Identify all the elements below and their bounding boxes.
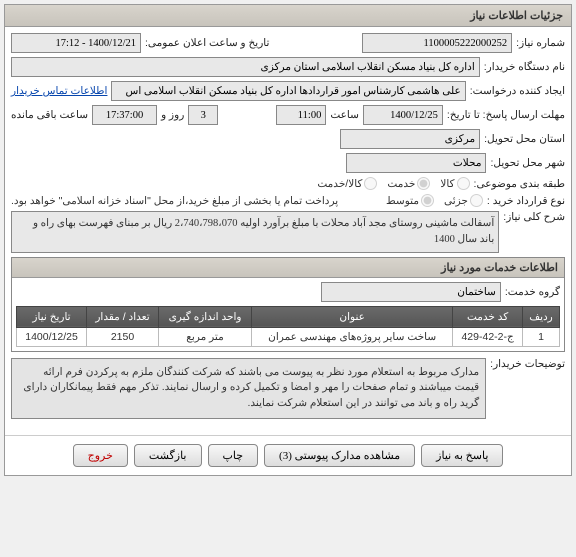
trade-medium-label: متوسط	[386, 195, 419, 207]
cat-combo-label: کالا/خدمت	[317, 178, 362, 190]
form-body: شماره نیاز: تاریخ و ساعت اعلان عمومی: نا…	[5, 27, 571, 429]
table-row: 1ج-2-42-429ساخت سایر پروژه‌های مهندسی عم…	[17, 327, 560, 346]
creator-label: ایجاد کننده درخواست:	[470, 85, 565, 97]
deadline-time-label: ساعت	[330, 109, 359, 121]
cat-service-label: خدمت	[387, 178, 415, 190]
cat-service-radio	[417, 177, 430, 190]
table-cell: متر مربع	[158, 327, 251, 346]
print-button[interactable]: چاپ	[208, 444, 259, 467]
services-section: اطلاعات خدمات مورد نیاز گروه خدمت: ردیفک…	[11, 257, 565, 352]
trade-small-radio	[470, 194, 483, 207]
cat-goods-radio	[457, 177, 470, 190]
remain-field	[92, 105, 157, 125]
panel-title: جزئیات اطلاعات نیاز	[5, 5, 571, 27]
days-field	[188, 105, 218, 125]
desc-field: آسفالت ماشینی روستای مجد آباد محلات با م…	[11, 211, 499, 253]
category-label: طبقه بندی موضوعی:	[474, 178, 565, 190]
services-table: ردیفکد خدمتعنوانواحد اندازه گیریتعداد / …	[16, 306, 560, 347]
group-label: گروه خدمت:	[505, 286, 560, 298]
button-row: پاسخ به نیاز مشاهده مدارک پیوستی (3) چاپ…	[5, 435, 571, 475]
deadline-label: مهلت ارسال پاسخ: تا تاریخ:	[447, 109, 565, 121]
need-no-label: شماره نیاز:	[516, 37, 565, 49]
table-cell: 2150	[87, 327, 159, 346]
buyer-field	[11, 57, 480, 77]
deadline-time-field	[276, 105, 326, 125]
table-header: ردیف	[523, 306, 560, 327]
cat-goods-label: کالا	[440, 178, 454, 190]
contact-link[interactable]: اطلاعات تماس خریدار	[11, 85, 107, 97]
table-cell: ساخت سایر پروژه‌های مهندسی عمران	[252, 327, 453, 346]
buyer-note-label: توضیحات خریدار:	[490, 358, 565, 370]
trade-medium-radio	[421, 194, 434, 207]
category-radios: کالا خدمت کالا/خدمت	[317, 177, 469, 190]
announce-label: تاریخ و ساعت اعلان عمومی:	[145, 37, 269, 49]
details-panel: جزئیات اطلاعات نیاز شماره نیاز: تاریخ و …	[4, 4, 572, 476]
creator-field	[111, 81, 465, 101]
back-button[interactable]: بازگشت	[134, 444, 202, 467]
trade-radios: جزئی متوسط	[386, 194, 483, 207]
reply-button[interactable]: پاسخ به نیاز	[421, 444, 503, 467]
trade-label: نوع قرارداد خرید :	[487, 195, 565, 207]
payment-note: پرداخت تمام یا بخشی از مبلغ خرید،از محل …	[11, 195, 338, 207]
desc-label: شرح کلی نیاز:	[503, 211, 565, 223]
province-label: استان محل تحویل:	[484, 133, 565, 145]
table-header: واحد اندازه گیری	[158, 306, 251, 327]
table-header: کد خدمت	[453, 306, 523, 327]
city-label: شهر محل تحویل:	[490, 157, 565, 169]
buyer-label: نام دستگاه خریدار:	[484, 61, 565, 73]
province-field	[340, 129, 480, 149]
attachments-button[interactable]: مشاهده مدارک پیوستی (3)	[264, 444, 415, 467]
deadline-date-field	[363, 105, 443, 125]
cat-combo-radio	[364, 177, 377, 190]
table-header: تعداد / مقدار	[87, 306, 159, 327]
days-label: روز و	[161, 109, 184, 121]
table-cell: 1400/12/25	[17, 327, 87, 346]
need-no-field	[362, 33, 512, 53]
table-header: تاریخ نیاز	[17, 306, 87, 327]
exit-button[interactable]: خروج	[73, 444, 128, 467]
remain-label: ساعت باقی مانده	[11, 109, 88, 121]
table-cell: 1	[523, 327, 560, 346]
buyer-note-text: مدارک مربوط به استعلام مورد نظر به پیوست…	[11, 358, 486, 419]
table-header: عنوان	[252, 306, 453, 327]
trade-small-label: جزئی	[444, 195, 468, 207]
city-field	[346, 153, 486, 173]
services-header: اطلاعات خدمات مورد نیاز	[12, 258, 564, 278]
table-cell: ج-2-42-429	[453, 327, 523, 346]
group-field	[321, 282, 501, 302]
announce-field	[11, 33, 141, 53]
